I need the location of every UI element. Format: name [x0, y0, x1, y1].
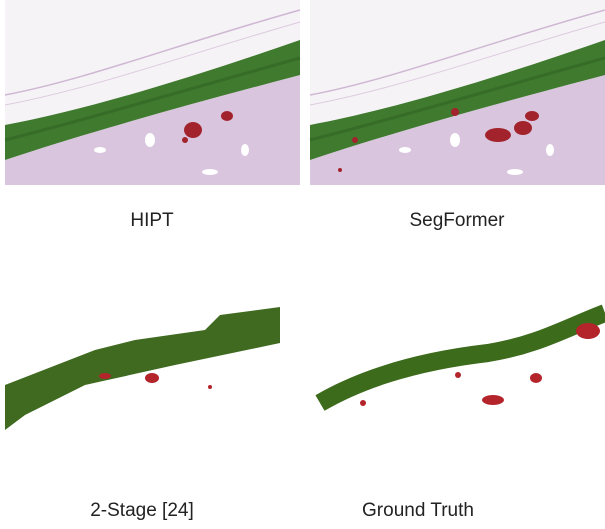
- panel-segformer: SegFormer: [310, 0, 605, 231]
- caption: HIPT: [130, 210, 174, 231]
- caption: Ground Truth: [362, 500, 474, 521]
- caption: SegFormer: [409, 210, 505, 231]
- caption: 2-Stage [24]: [90, 500, 194, 521]
- panel-hipt: HIPT: [5, 0, 300, 231]
- page: HIPT SegFormer 2-Stage [24] Ground Truth…: [0, 0, 605, 529]
- figure: HIPT SegFormer 2-Stage [24] Ground Truth: [0, 0, 605, 529]
- panel-two-stage: 2-Stage [24]: [5, 285, 280, 521]
- panel-ground-truth: Ground Truth: [308, 285, 605, 521]
